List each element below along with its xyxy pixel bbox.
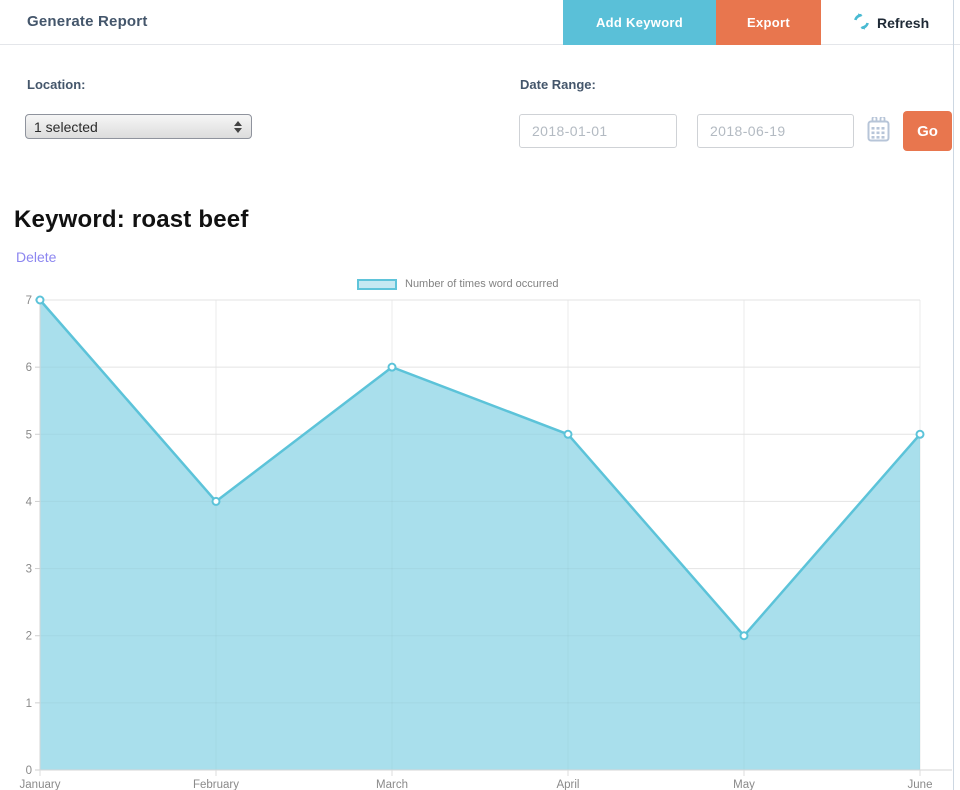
chart-legend[interactable]: Number of times word occurred	[357, 278, 558, 290]
select-arrows-icon	[234, 120, 242, 133]
svg-text:5: 5	[26, 429, 32, 441]
svg-text:6: 6	[26, 362, 32, 374]
svg-text:4: 4	[26, 496, 33, 508]
go-button[interactable]: Go	[903, 111, 952, 151]
refresh-button[interactable]: Refresh	[853, 9, 929, 36]
legend-swatch-icon	[357, 278, 397, 290]
page-title: Generate Report	[27, 13, 148, 30]
delete-link[interactable]: Delete	[16, 249, 57, 265]
svg-text:April: April	[556, 779, 579, 790]
date-to-input[interactable]	[697, 114, 854, 148]
add-keyword-button[interactable]: Add Keyword	[563, 0, 716, 45]
svg-text:1: 1	[26, 698, 32, 710]
svg-text:7: 7	[26, 295, 32, 307]
keyword-heading: Keyword: roast beef	[14, 206, 249, 233]
calendar-icon[interactable]	[867, 115, 890, 148]
date-from-input[interactable]	[519, 114, 677, 148]
refresh-icon	[853, 12, 870, 33]
panel-right-border	[953, 0, 954, 790]
svg-text:2: 2	[26, 631, 32, 643]
occurrence-area-chart[interactable]: 0 1 2 3 4 5 6 7 January February March April May June	[0, 290, 960, 790]
svg-text:June: June	[908, 779, 933, 790]
location-select[interactable]: 1 selected	[25, 114, 252, 139]
date-range-label: Date Range:	[520, 77, 596, 92]
location-select-value: 1 selected	[34, 118, 98, 135]
export-button[interactable]: Export	[716, 0, 821, 45]
location-label: Location:	[27, 77, 86, 92]
svg-text:February: February	[193, 779, 239, 790]
svg-text:0: 0	[26, 765, 32, 777]
refresh-label: Refresh	[877, 14, 930, 31]
legend-label: Number of times word occurred	[405, 278, 559, 290]
header-bar: Generate Report Add Keyword Export Refre…	[0, 0, 960, 45]
svg-text:March: March	[376, 779, 408, 790]
svg-text:3: 3	[26, 564, 32, 576]
svg-text:May: May	[733, 779, 755, 790]
svg-text:January: January	[20, 779, 61, 790]
